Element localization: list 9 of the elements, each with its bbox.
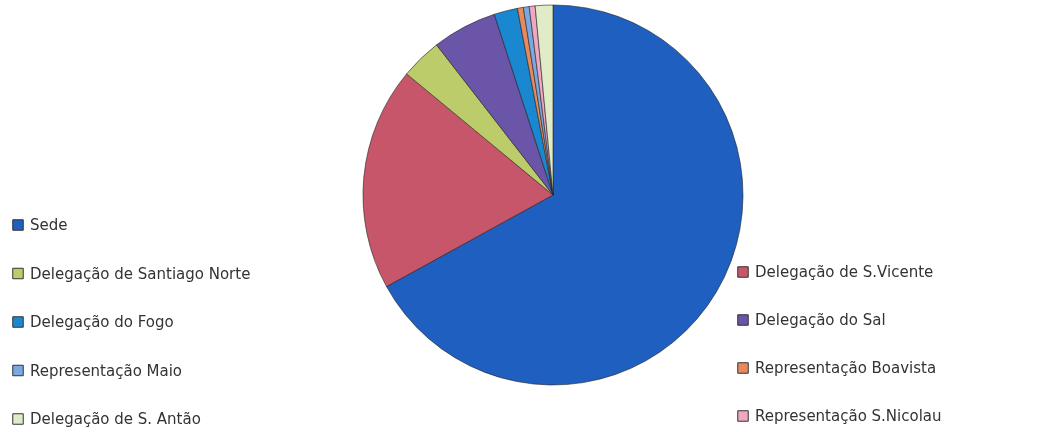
- legend-label: Delegação de Santiago Norte: [30, 264, 251, 283]
- legend-label: Representação S.Nicolau: [755, 407, 942, 425]
- legend-label: Sede: [30, 216, 68, 234]
- legend-label: Delegação do Fogo: [30, 313, 174, 331]
- legend-label: Delegação de S.Vicente: [755, 263, 934, 281]
- legend-label: Delegação de S. Antão: [30, 410, 201, 428]
- legend-label: Representação Boavista: [755, 359, 937, 377]
- legend-label: Representação Maio: [30, 361, 183, 380]
- legend-label: Delegação do Sal: [755, 311, 886, 329]
